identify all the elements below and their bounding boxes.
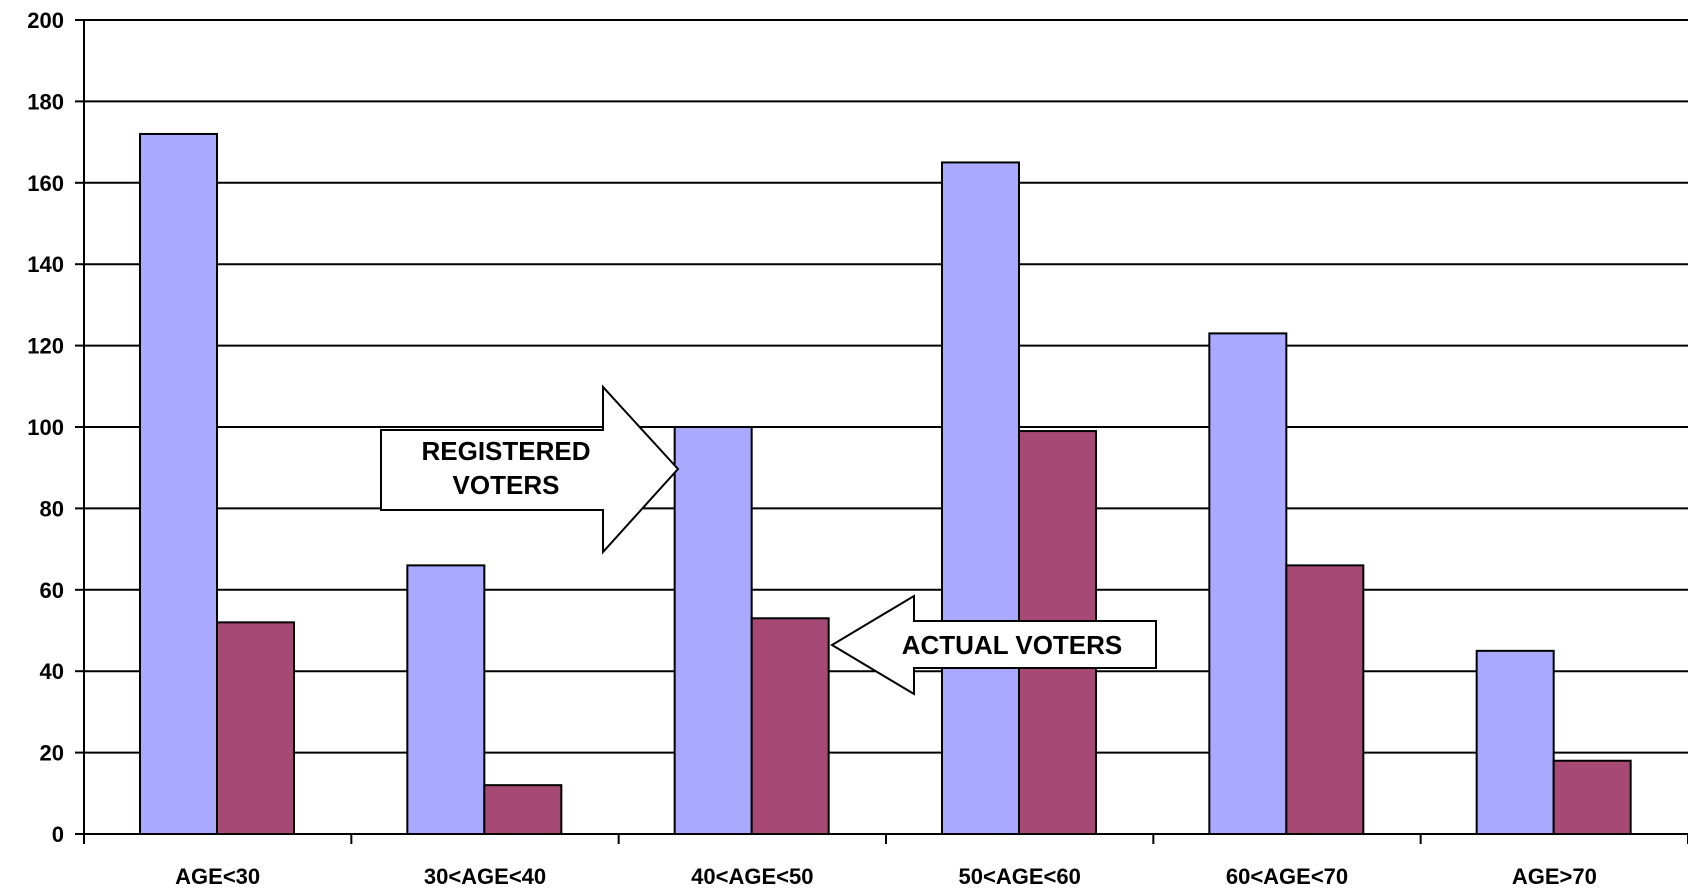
x-category-label: 30<AGE<40	[424, 864, 546, 889]
y-tick-label: 100	[27, 415, 64, 440]
bar-series2	[483, 784, 563, 835]
x-category-label: 60<AGE<70	[1226, 864, 1348, 889]
x-category-label: AGE>70	[1512, 864, 1597, 889]
bar-series2	[1285, 564, 1365, 835]
y-tick-label: 0	[52, 822, 64, 847]
registered-voters-arrow	[380, 384, 680, 555]
registered-voters-label-line2: VOTERS	[453, 470, 560, 500]
y-tick-label: 20	[40, 741, 64, 766]
actual-voters-callout: ACTUAL VOTERS	[830, 594, 1157, 696]
y-tick-label: 160	[27, 171, 64, 196]
bar-series2	[216, 621, 295, 835]
y-tick-label: 60	[40, 578, 64, 603]
y-axis-ticks: 0 20 40 60 80 100 120 140 160 180 200	[27, 8, 84, 847]
x-category-label: 50<AGE<60	[959, 864, 1081, 889]
y-tick-label: 200	[27, 8, 64, 33]
actual-voters-arrow	[830, 594, 1157, 696]
registered-voters-callout: REGISTERED VOTERS	[380, 384, 680, 555]
y-tick-label: 180	[27, 89, 64, 114]
actual-voters-label: ACTUAL VOTERS	[902, 630, 1123, 660]
x-category-label: 40<AGE<50	[691, 864, 813, 889]
bar-series1	[406, 564, 486, 835]
bar-series1	[1208, 332, 1288, 835]
bar-series1	[1475, 649, 1555, 835]
y-tick-label: 140	[27, 252, 64, 277]
bar-series1	[941, 161, 1020, 835]
x-category-label: AGE<30	[175, 864, 260, 889]
bar-series2	[1552, 759, 1632, 835]
bars	[139, 132, 1632, 835]
bar-series2	[750, 617, 830, 835]
x-axis: AGE<30 30<AGE<40 40<AGE<50 50<AGE<60 60<AGE<…	[83, 20, 1688, 889]
gridlines	[84, 19, 1688, 754]
bar-series1	[673, 426, 753, 835]
registered-voters-label-line1: REGISTERED	[421, 436, 590, 466]
bar-series1	[139, 132, 218, 835]
y-tick-label: 40	[40, 659, 64, 684]
y-tick-label: 120	[27, 334, 64, 359]
y-tick-label: 80	[40, 496, 64, 521]
